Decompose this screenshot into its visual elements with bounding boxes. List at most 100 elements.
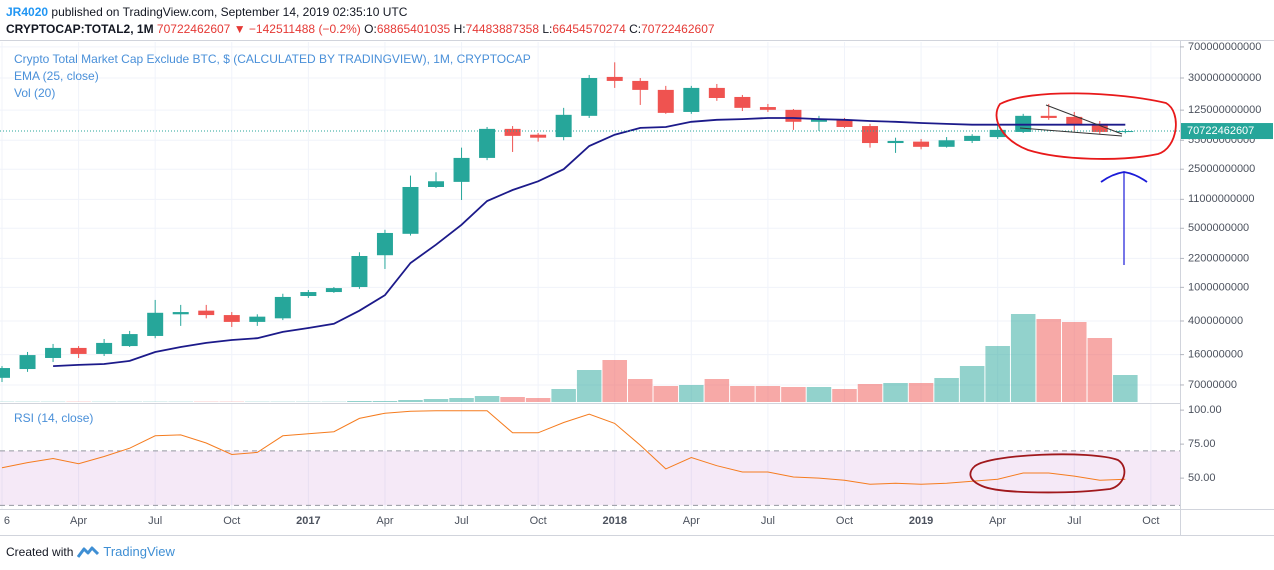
- candle-body: [198, 310, 215, 316]
- candle-body: [964, 135, 981, 141]
- x-tick-label: Oct: [530, 515, 547, 527]
- candle-body: [734, 96, 751, 108]
- y-tick-label: 2200000000: [1188, 252, 1249, 264]
- candle-body: [376, 232, 393, 256]
- rsi-line: [1, 410, 1126, 485]
- candle-body: [45, 347, 62, 358]
- volume-bar: [704, 379, 730, 402]
- high-label: H:: [453, 22, 466, 36]
- x-tick-label: Apr: [683, 515, 700, 527]
- chart-title: Crypto Total Market Cap Exclude BTC, $ (…: [14, 52, 531, 66]
- candle-body: [147, 312, 164, 336]
- y-tick-label: 5000000000: [1188, 222, 1249, 234]
- candle-body: [70, 347, 87, 354]
- volume-bar: [551, 389, 576, 402]
- candle-body: [453, 157, 470, 182]
- close-label: C:: [629, 22, 642, 36]
- volume-bar: [755, 386, 781, 402]
- candle-body: [810, 119, 827, 122]
- high-value: 74483887358: [465, 22, 539, 36]
- y-tick-label: 1000000000: [1188, 281, 1249, 293]
- x-tick-label: 2018: [602, 515, 626, 527]
- volume-bar: [1036, 319, 1061, 402]
- volume-bar: [372, 401, 398, 402]
- candle-body: [938, 140, 955, 147]
- x-tick-label: Jul: [148, 515, 162, 527]
- candle-body: [1066, 116, 1083, 125]
- volume-bar: [857, 384, 883, 402]
- volume-bar: [959, 366, 985, 402]
- candle-body: [428, 181, 445, 187]
- last-price-label: 70722462607: [1187, 125, 1254, 137]
- x-tick-label: Oct: [223, 515, 240, 527]
- x-tick-label: Oct: [1142, 515, 1159, 527]
- candle-body: [19, 355, 36, 370]
- x-tick-label: Apr: [989, 515, 1006, 527]
- candle-body: [606, 76, 623, 81]
- y-tick-label: 300000000000: [1188, 72, 1261, 84]
- rsi-band: [0, 450, 1180, 506]
- candle-body: [96, 342, 113, 354]
- candle-body: [683, 87, 700, 112]
- candle-body: [913, 141, 930, 147]
- volume-bar: [806, 387, 832, 402]
- volume-bar: [500, 397, 525, 402]
- annotation-arrowhead: [1100, 171, 1148, 183]
- volume-bar: [602, 360, 627, 402]
- candle-body: [325, 288, 342, 293]
- x-tick-label: Apr: [70, 515, 87, 527]
- x-tick-label: Jul: [1067, 515, 1081, 527]
- y-tick-label: 100.00: [1188, 404, 1222, 416]
- candle-body: [274, 296, 291, 319]
- candle-body: [223, 315, 240, 322]
- header: JR4020 published on TradingView.com, Sep…: [6, 4, 715, 38]
- annotation-ellipse: [969, 453, 1126, 494]
- volume-bar: [679, 385, 704, 402]
- ema-line: [53, 117, 1126, 367]
- created-with: Created with: [6, 544, 74, 559]
- candle-body: [479, 128, 496, 158]
- legend-entry: EMA (25, close): [14, 69, 99, 83]
- author: JR4020: [6, 5, 49, 19]
- open-value: 68865401035: [376, 22, 451, 36]
- candle-body: [708, 87, 725, 98]
- candle-body: [172, 312, 189, 315]
- published: published on TradingView.com, September …: [51, 5, 408, 19]
- symbol: CRYPTOCAP:TOTAL2, 1M: [6, 22, 154, 36]
- change: −142511488 (−0.2%): [248, 22, 361, 36]
- candle-body: [785, 109, 802, 122]
- change-arrow: ▼: [233, 22, 246, 36]
- y-tick-label: 160000000: [1188, 349, 1243, 361]
- volume-bar: [1087, 338, 1113, 402]
- volume-bar: [653, 386, 679, 402]
- candle-body: [300, 292, 317, 297]
- volume-bar: [781, 387, 806, 402]
- x-tick-label: Oct: [836, 515, 853, 527]
- last-price-box: [1181, 123, 1273, 140]
- symbol-line: CRYPTOCAP:TOTAL2, 1M 70722462607 ▼ −1425…: [6, 21, 715, 38]
- legend-entry: Vol (20): [14, 86, 55, 100]
- x-tick-label: Jul: [455, 515, 469, 527]
- volume-bar: [1010, 314, 1036, 402]
- annotation-line: [1019, 127, 1123, 137]
- y-tick-label: 25000000000: [1188, 163, 1255, 175]
- volume-bar: [934, 378, 959, 402]
- footer: Created with TradingView: [6, 544, 175, 559]
- x-tick-label: 6: [4, 515, 10, 527]
- x-tick-label: 2019: [909, 515, 933, 527]
- close-value: 70722462607: [641, 22, 715, 36]
- brand: TradingView: [103, 544, 175, 559]
- volume-bar: [1061, 322, 1087, 402]
- y-tick-label: 125000000000: [1188, 104, 1261, 116]
- volume-bar: [398, 400, 423, 402]
- candle-body: [351, 255, 368, 287]
- volume-bar: [1113, 375, 1138, 402]
- candle-body: [504, 128, 521, 136]
- candle-body: [836, 119, 853, 127]
- volume-bar: [423, 399, 449, 402]
- volume-bar: [474, 396, 500, 402]
- candle-body: [555, 114, 572, 138]
- candle-body: [0, 368, 10, 378]
